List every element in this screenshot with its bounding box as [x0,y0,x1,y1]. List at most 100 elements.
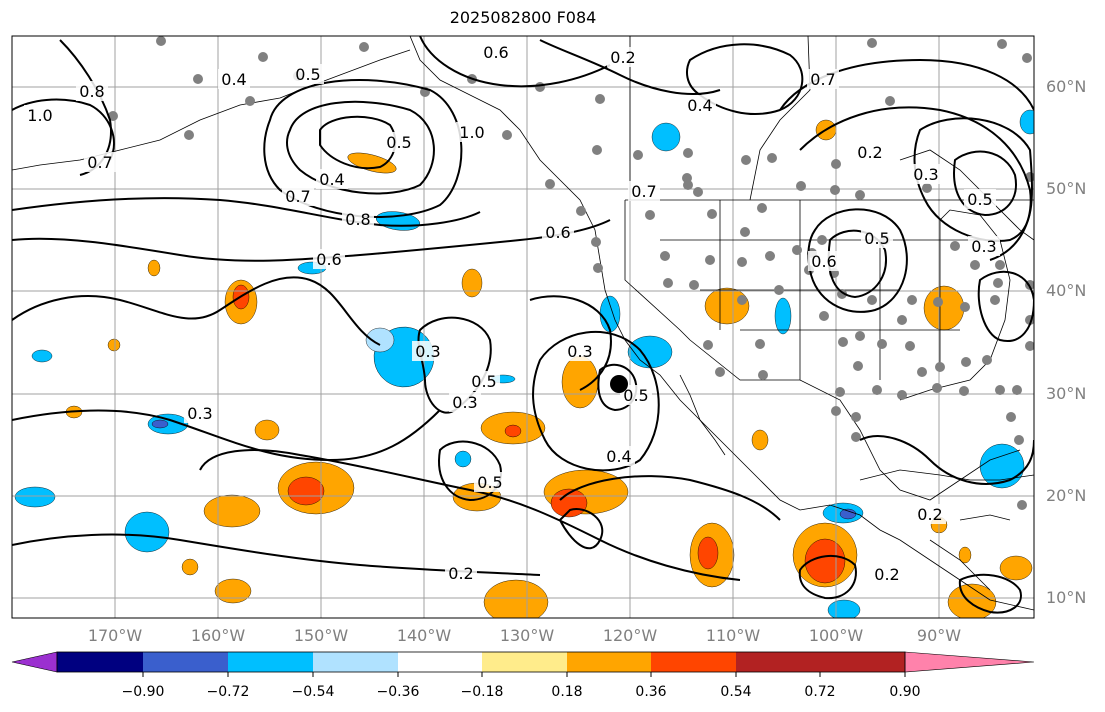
station-dot [922,183,932,193]
contour-value-label: 0.3 [971,237,996,256]
contour-label-bg [445,563,477,583]
contour-value-label: 1.0 [27,106,52,125]
contour-label-bg [603,446,635,466]
contour-line [958,573,1022,614]
contour-value-label: 0.4 [319,170,344,189]
anomaly-blob [347,152,397,174]
station-dot [960,302,970,312]
anomaly-blob [365,327,395,353]
station-dot [853,361,863,371]
station-dot [995,260,1005,270]
contour-line [686,43,804,116]
contour-label-bg [184,403,216,423]
contour-value-label: 0.2 [857,143,882,162]
contour-label-bg [564,341,596,361]
contour-value-label: 0.7 [87,153,112,172]
contour-line [977,270,1034,342]
colorbar-segment [57,652,143,672]
anomaly-blob [124,511,170,553]
anomaly-blob [958,546,972,564]
anomaly-blob [804,538,846,584]
station-dot [693,187,703,197]
anomaly-blob [774,297,792,335]
anomaly-blob [697,536,719,570]
anomaly-blob [923,285,965,331]
map-background [12,36,1034,618]
coastline-path [899,209,1011,401]
station-dot [663,278,673,288]
anomaly-blob [254,419,280,441]
anomaly-blob [651,122,681,152]
colorbar-extend-high [904,651,1035,673]
contour-label-bg [456,122,488,142]
station-dot [660,251,670,261]
colorbar-tick-label: −0.18 [460,684,504,700]
contour-value-label: 0.2 [874,565,899,584]
station-dot [796,181,806,191]
contour-label-bg [607,47,639,67]
contour-value-label: 0.4 [606,447,631,466]
station-dot [737,257,747,267]
contour-value-label: 0.5 [864,229,889,248]
colorbar-extend-low [11,651,58,673]
station-dot [933,297,943,307]
contour-value-label: 0.3 [452,393,477,412]
contour-value-label: 0.4 [221,70,246,89]
contour-label-bg [480,42,512,62]
station-dot [950,241,960,251]
anomaly-blob [181,558,199,576]
contour-label-bg [342,209,374,229]
anomaly-blob [599,295,621,333]
station-dot [961,357,971,367]
contour-label-bg [620,385,652,405]
station-dot [995,385,1005,395]
station-dot [535,82,545,92]
contour-label-bg [84,152,116,172]
station-dot [993,278,1003,288]
station-dot [897,390,907,400]
map-frame [11,35,1035,619]
station-dot [767,153,777,163]
contour-label-bg [807,69,839,89]
anomaly-blob [107,338,121,352]
contour-label-bg [854,142,886,162]
station-dot [855,331,865,341]
anomaly-blob [203,494,261,528]
contour-line [798,554,857,600]
coastline-path [959,514,1011,521]
station-markers [108,36,1034,510]
contour-value-label: 0.3 [187,404,212,423]
station-dot [737,295,747,305]
station-dot [835,387,845,397]
anomaly-blob [461,268,483,298]
contour-line [12,276,381,346]
station-dot [1012,385,1022,395]
contour-line [558,508,604,550]
station-dot [867,38,877,48]
station-dot [867,295,877,305]
station-dot [755,339,765,349]
station-dot [740,227,750,237]
lat-tick-label: 60°N [1046,77,1087,96]
lon-tick-label: 150°W [293,626,349,645]
contour-value-label: 0.2 [610,48,635,67]
colorbar-segment [143,652,228,672]
contour-value-label: 0.2 [448,564,473,583]
station-dot [792,245,802,255]
contour-value-label: 0.7 [631,182,656,201]
station-dot [932,383,942,393]
contour-value-label: 0.6 [545,223,570,242]
contour-value-label: 0.6 [483,43,508,62]
colorbar-segment [736,652,820,672]
colorbar-tick-label: 0.72 [804,684,836,700]
anomaly-blob [627,335,673,369]
contour-label-bg [316,169,348,189]
station-dot [877,339,887,349]
station-dot [1025,341,1034,351]
station-dot [592,145,602,155]
colorbar-tick-label: −0.54 [291,684,335,700]
contour-label-bg [24,105,56,125]
colorbar-frame [56,651,906,673]
anomaly-blob [151,419,169,429]
coastline-path [624,200,1021,501]
